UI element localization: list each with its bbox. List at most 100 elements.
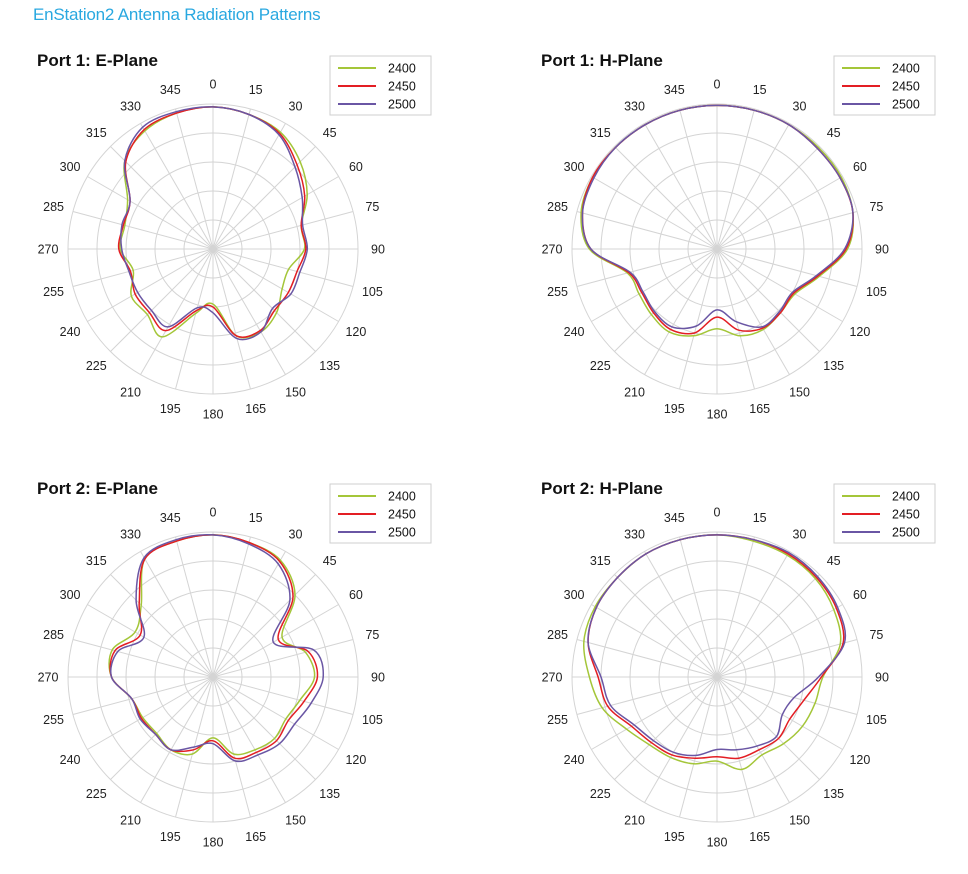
angle-tick-label: 345 bbox=[160, 83, 181, 97]
angle-tick-label: 330 bbox=[120, 100, 141, 114]
grid-spoke bbox=[614, 676, 718, 780]
angle-tick-label: 105 bbox=[362, 713, 383, 727]
angle-tick-label: 150 bbox=[789, 385, 810, 399]
angle-tick-label: 30 bbox=[793, 100, 807, 114]
grid-spoke bbox=[212, 536, 251, 678]
page-title: EnStation2 Antenna Radiation Patterns bbox=[33, 5, 321, 24]
angle-tick-label: 180 bbox=[203, 836, 224, 850]
legend-label: 2400 bbox=[892, 490, 920, 504]
grid-spoke bbox=[212, 574, 316, 678]
grid-spoke bbox=[716, 574, 820, 678]
angle-tick-label: 285 bbox=[547, 200, 568, 214]
angle-tick-label: 75 bbox=[869, 628, 883, 642]
angle-tick-label: 345 bbox=[160, 511, 181, 525]
grid-spoke bbox=[212, 146, 316, 250]
grid-spoke bbox=[140, 551, 214, 678]
grid-spoke bbox=[716, 676, 820, 780]
grid-spoke bbox=[716, 248, 858, 287]
grid-spoke bbox=[644, 676, 718, 803]
grid-spoke bbox=[140, 248, 214, 375]
grid-spoke bbox=[576, 248, 718, 287]
angle-tick-label: 90 bbox=[875, 243, 889, 257]
angle-tick-label: 120 bbox=[345, 325, 366, 339]
grid-spoke bbox=[212, 176, 339, 250]
angle-tick-label: 120 bbox=[345, 753, 366, 767]
grid-spoke bbox=[716, 211, 858, 250]
legend-label: 2450 bbox=[892, 508, 920, 522]
angle-tick-label: 345 bbox=[664, 511, 685, 525]
series-line-2500 bbox=[581, 104, 854, 330]
grid-spoke bbox=[212, 676, 286, 803]
grid-spoke bbox=[716, 639, 858, 678]
legend: 2400 2450 2500 bbox=[329, 55, 432, 116]
angle-tick-label: 15 bbox=[249, 511, 263, 525]
angle-tick-label: 30 bbox=[289, 100, 303, 114]
series-line-2400 bbox=[108, 534, 316, 756]
angle-tick-label: 300 bbox=[564, 588, 585, 602]
angle-tick-label: 270 bbox=[38, 671, 59, 685]
angle-tick-label: 45 bbox=[323, 554, 337, 568]
grid-spoke bbox=[679, 108, 718, 250]
chart-title: Port 2: H-Plane bbox=[541, 479, 663, 498]
grid-spoke bbox=[175, 248, 214, 390]
angle-tick-label: 195 bbox=[160, 402, 181, 416]
angle-tick-label: 0 bbox=[714, 506, 721, 520]
polar-chart-4: Port 2: H-Plane 0 15 30 45 60 75 90 105 120 135 150… bbox=[541, 479, 936, 850]
grid-spoke bbox=[212, 248, 354, 287]
angle-tick-label: 135 bbox=[823, 359, 844, 373]
angle-tick-label: 0 bbox=[210, 506, 217, 520]
grid-spoke bbox=[716, 248, 755, 390]
series-line-2500 bbox=[110, 533, 325, 763]
angle-tick-label: 255 bbox=[547, 713, 568, 727]
grid-spoke bbox=[212, 676, 339, 750]
grid-spoke bbox=[614, 248, 718, 352]
angle-tick-label: 0 bbox=[714, 78, 721, 92]
grid-spoke bbox=[591, 248, 718, 322]
angle-tick-label: 105 bbox=[362, 285, 383, 299]
angle-tick-label: 75 bbox=[365, 628, 379, 642]
grid-spoke bbox=[140, 123, 214, 250]
angle-tick-label: 165 bbox=[749, 402, 770, 416]
grid-spoke bbox=[644, 123, 718, 250]
series-line-2500 bbox=[587, 534, 847, 757]
grid-spoke bbox=[614, 574, 718, 678]
angle-tick-label: 45 bbox=[827, 126, 841, 140]
grid-spoke bbox=[716, 248, 790, 375]
grid-spoke bbox=[110, 574, 214, 678]
legend-label: 2500 bbox=[388, 526, 416, 540]
grid-spoke bbox=[212, 108, 251, 250]
angle-tick-label: 45 bbox=[323, 126, 337, 140]
angle-tick-label: 165 bbox=[749, 830, 770, 844]
angle-tick-label: 180 bbox=[707, 408, 728, 422]
legend-label: 2450 bbox=[388, 508, 416, 522]
legend-label: 2500 bbox=[892, 526, 920, 540]
grid-spoke bbox=[212, 551, 286, 678]
angle-tick-label: 90 bbox=[371, 671, 385, 685]
grid-spoke bbox=[716, 551, 790, 678]
angle-tick-label: 300 bbox=[564, 160, 585, 174]
angle-tick-label: 90 bbox=[371, 243, 385, 257]
angle-tick-label: 180 bbox=[203, 408, 224, 422]
series-line-2450 bbox=[117, 106, 307, 339]
grid-spoke bbox=[212, 676, 251, 818]
angle-tick-label: 90 bbox=[875, 671, 889, 685]
angle-tick-label: 150 bbox=[285, 385, 306, 399]
legend-label: 2400 bbox=[388, 490, 416, 504]
angle-tick-label: 240 bbox=[564, 325, 585, 339]
angle-tick-label: 240 bbox=[60, 753, 81, 767]
angle-tick-label: 165 bbox=[245, 830, 266, 844]
grid-spoke bbox=[72, 639, 214, 678]
angle-tick-label: 270 bbox=[38, 243, 59, 257]
angle-tick-label: 285 bbox=[547, 628, 568, 642]
angle-tick-label: 315 bbox=[86, 126, 107, 140]
legend-label: 2450 bbox=[388, 80, 416, 94]
grid-spoke bbox=[87, 248, 214, 322]
polar-chart-3: Port 2: E-Plane 0 15 30 45 60 75 90 105 120 135 150… bbox=[37, 479, 432, 850]
angle-tick-label: 120 bbox=[849, 325, 870, 339]
grid-spoke bbox=[175, 536, 214, 678]
grid-spoke bbox=[212, 676, 316, 780]
angle-tick-label: 30 bbox=[289, 528, 303, 542]
angle-tick-label: 180 bbox=[707, 836, 728, 850]
angle-tick-label: 210 bbox=[624, 385, 645, 399]
angle-tick-label: 45 bbox=[827, 554, 841, 568]
